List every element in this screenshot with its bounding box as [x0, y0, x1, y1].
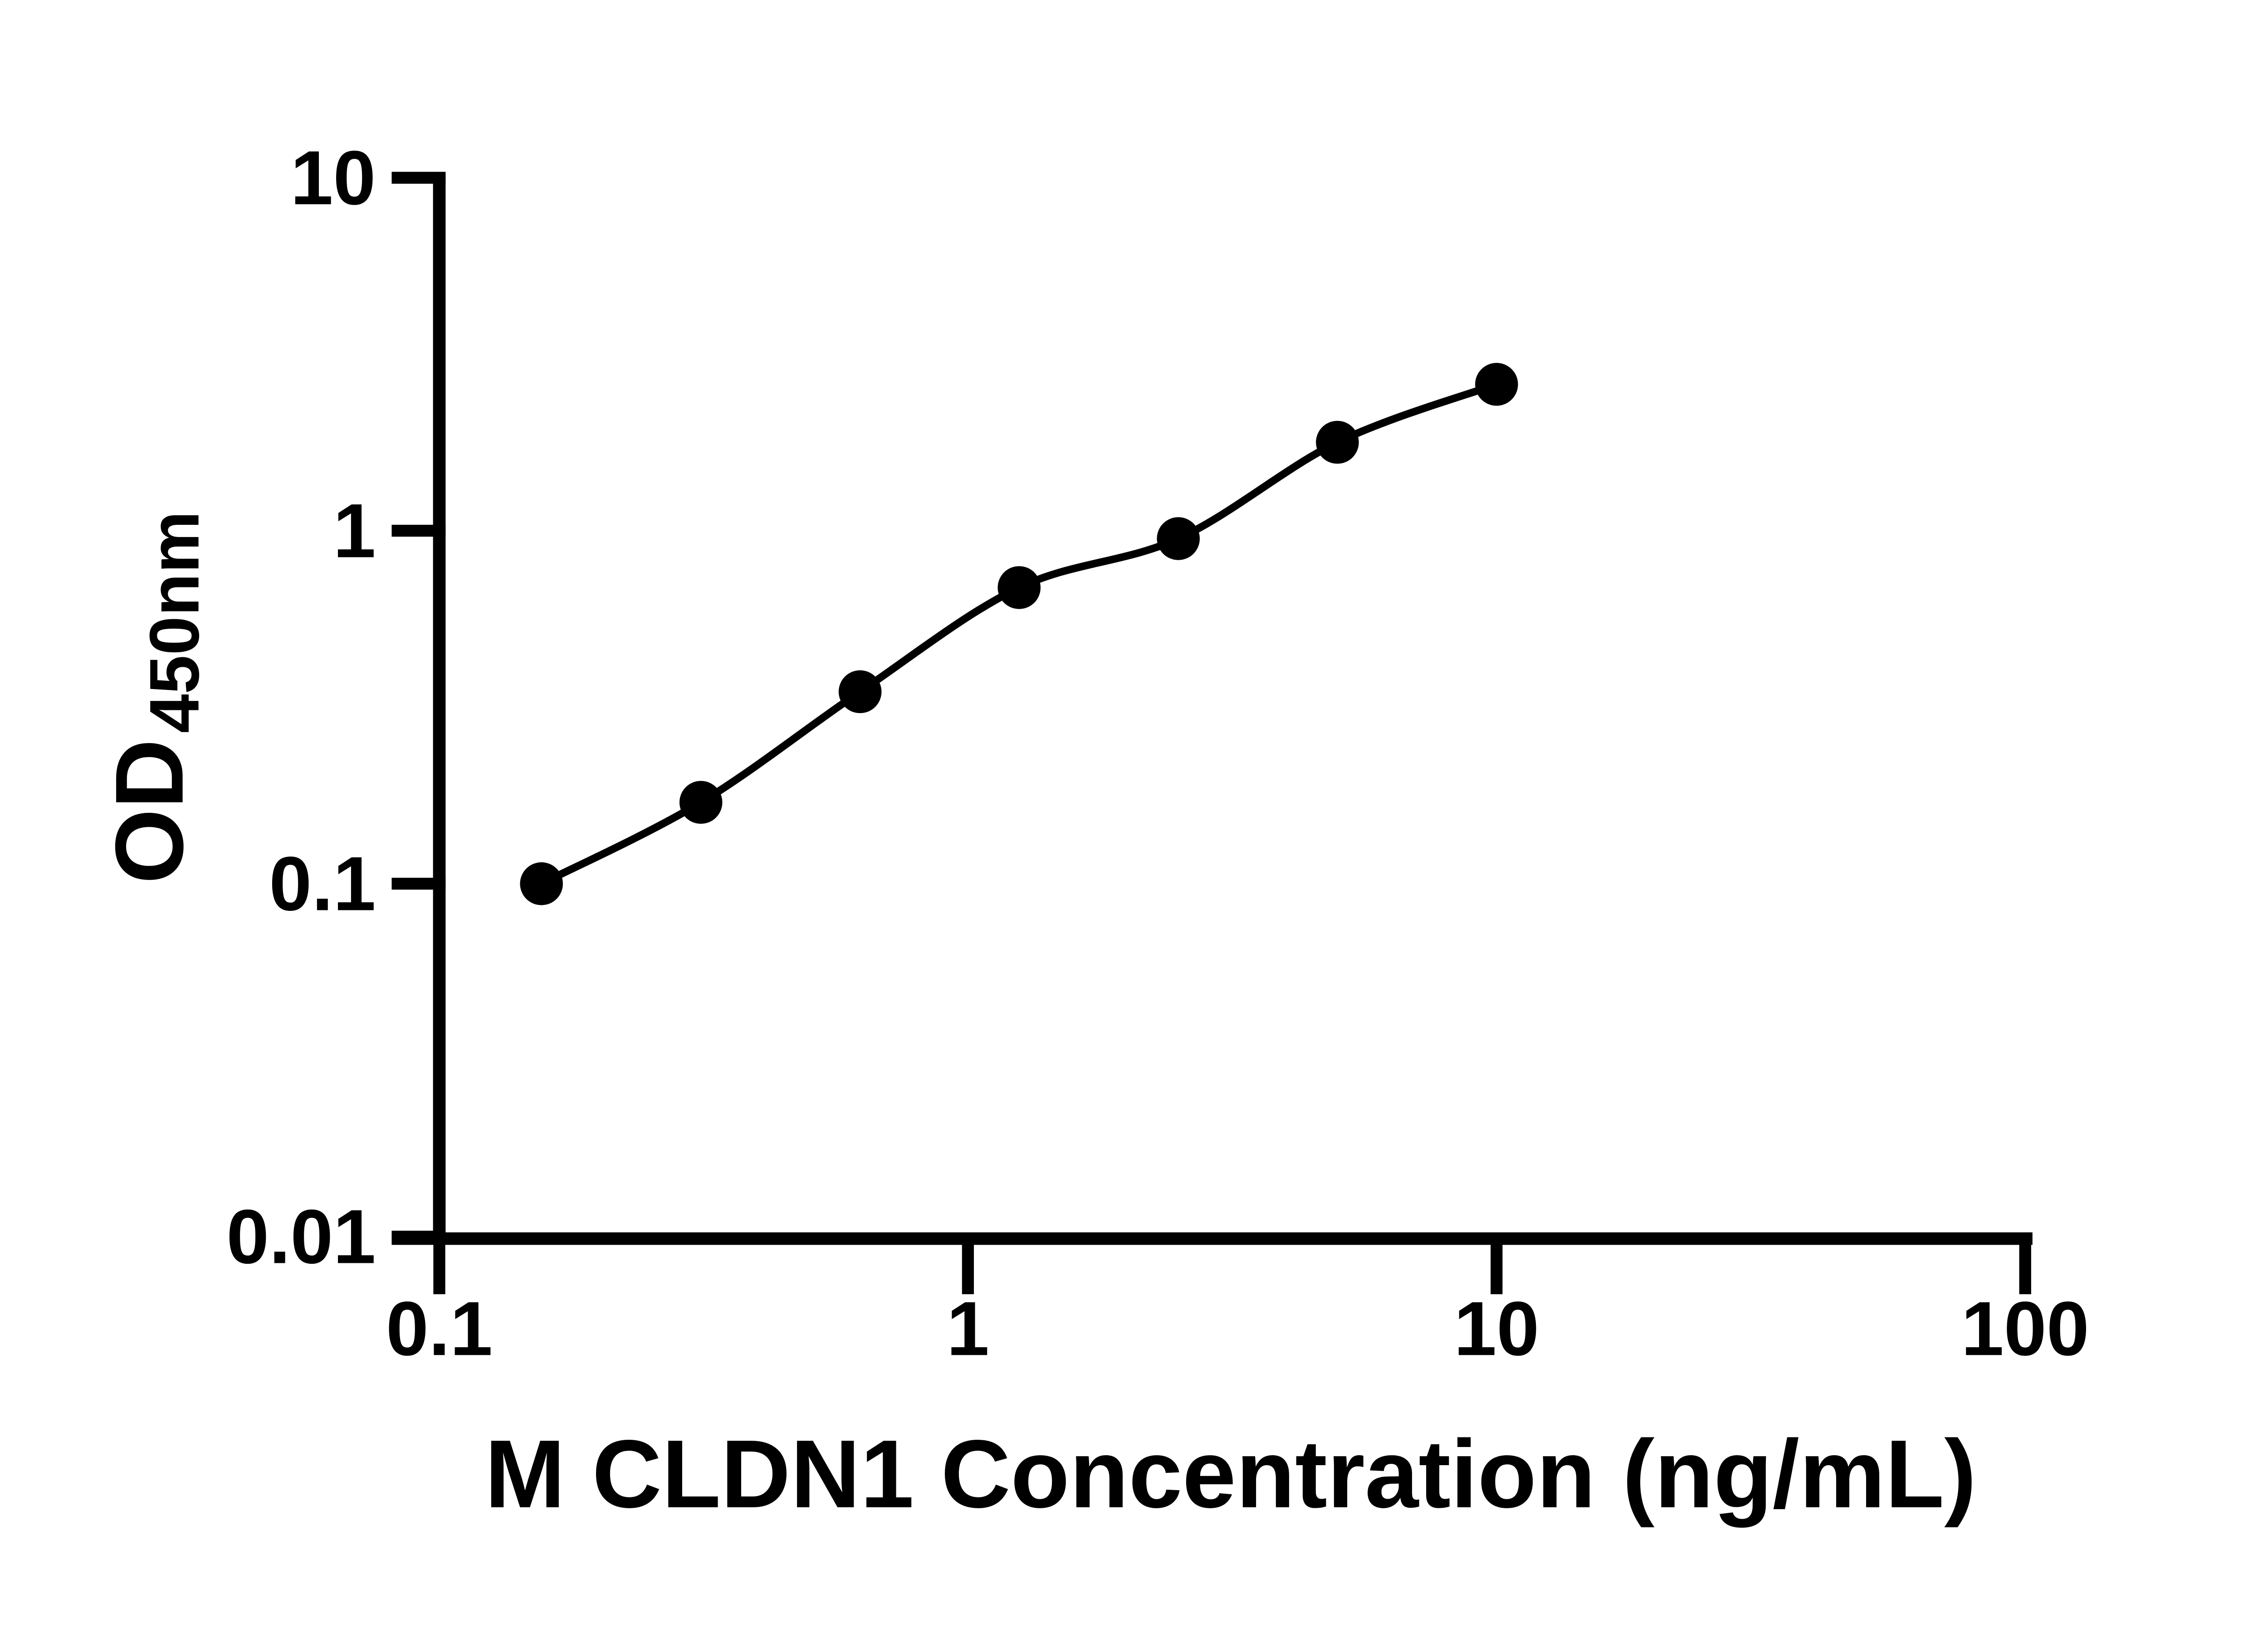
y-axis-title: OD 450nm [96, 511, 214, 884]
data-point [838, 670, 882, 714]
data-point [1475, 362, 1518, 406]
data-point [1157, 517, 1200, 560]
x-tick-label: 10 [1454, 1286, 1539, 1371]
data-point [520, 862, 563, 905]
y-tick-label: 10 [290, 135, 376, 220]
x-axis-title: M CLDN1 Concentration (ng/mL) [485, 1420, 1976, 1528]
data-points-layer [520, 362, 1518, 905]
data-point [679, 781, 723, 824]
x-tick-label: 1 [947, 1286, 989, 1371]
data-point [997, 566, 1041, 609]
y-axis-title-subscript: 450nm [135, 511, 214, 733]
plot-background [0, 22, 2268, 1611]
x-tick-label: 100 [1961, 1286, 2089, 1371]
y-tick-label: 0.1 [269, 841, 376, 926]
axes-layer [391, 171, 2033, 1295]
y-tick-label: 0.01 [226, 1194, 376, 1280]
x-tick-label: 0.1 [386, 1286, 493, 1371]
y-axis-title-main: OD [96, 739, 204, 884]
y-tick-label: 1 [333, 488, 376, 573]
data-point [1316, 420, 1359, 464]
